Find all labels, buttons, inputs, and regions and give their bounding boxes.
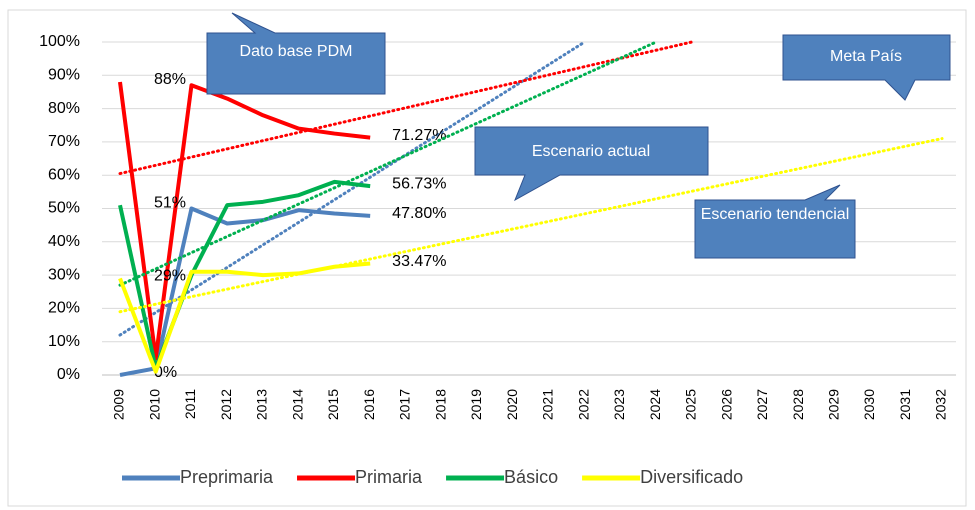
data-label: 33.47% xyxy=(392,253,446,270)
x-tick-label: 2025 xyxy=(683,389,699,420)
x-tick-label: 2013 xyxy=(254,389,270,420)
x-tick-label: 2028 xyxy=(790,389,806,420)
callout-text: Dato base PDM xyxy=(240,43,353,60)
x-tick-label: 2018 xyxy=(432,389,448,420)
data-label: 56.73% xyxy=(392,175,446,192)
y-tick-label: 0% xyxy=(57,366,80,383)
data-label: 47.80% xyxy=(392,205,446,222)
x-tick-label: 2020 xyxy=(504,389,520,420)
callout-text-box: Escenario tendencial xyxy=(700,206,850,223)
callout-shape xyxy=(206,12,386,95)
callout-text: Meta País xyxy=(830,48,902,65)
x-tick-label: 2009 xyxy=(111,389,127,420)
trendline xyxy=(118,137,944,314)
legend-label: Básico xyxy=(504,467,558,487)
data-label: 51% xyxy=(154,194,186,211)
x-tick-label: 2021 xyxy=(540,389,556,420)
x-tick-label: 2014 xyxy=(289,389,305,420)
plot-area: 0% 10% 20% 30% 40% 50% 60% 70% 80% 90% 100% 2009 201… xyxy=(39,33,957,420)
x-tick-label: 2016 xyxy=(361,389,377,420)
y-tick-label: 60% xyxy=(48,166,80,183)
callout-text: Escenario tendencial xyxy=(700,206,850,223)
x-tick-label: 2012 xyxy=(218,389,234,420)
y-tick-label: 20% xyxy=(48,300,80,317)
x-tick-label: 2019 xyxy=(468,389,484,420)
x-tick-label: 2029 xyxy=(826,389,842,420)
x-tick-label: 2022 xyxy=(575,389,591,420)
trendline xyxy=(118,40,587,337)
x-tick-label: 2015 xyxy=(325,389,341,420)
legend-label: Primaria xyxy=(355,467,423,487)
trendline xyxy=(118,40,658,287)
data-label: 0% xyxy=(154,364,177,381)
y-tick-label: 40% xyxy=(48,233,80,250)
y-tick-label: 80% xyxy=(48,100,80,117)
x-tick-label: 2032 xyxy=(933,389,949,420)
series-line xyxy=(118,261,371,374)
callout-text: Escenario actual xyxy=(532,143,650,160)
y-tick-label: 50% xyxy=(48,200,80,217)
y-tick-label: 90% xyxy=(48,67,80,84)
y-tick-label: 30% xyxy=(48,266,80,283)
x-tick-label: 2010 xyxy=(146,389,162,420)
y-tick-label: 70% xyxy=(48,133,80,150)
data-label: 71.27% xyxy=(392,127,446,144)
legend-label: Diversificado xyxy=(640,467,743,487)
data-label: 88% xyxy=(154,71,186,88)
callout-shape xyxy=(474,126,709,202)
x-tick-label: 2026 xyxy=(718,389,734,420)
x-tick-label: 2024 xyxy=(647,389,663,420)
x-tick-label: 2031 xyxy=(897,389,913,420)
x-tick-label: 2023 xyxy=(611,389,627,420)
x-tick-label: 2017 xyxy=(397,389,413,420)
legend-label: Preprimaria xyxy=(180,467,274,487)
series-line xyxy=(119,206,371,377)
y-tick-label: 100% xyxy=(39,33,80,50)
y-tick-label: 10% xyxy=(48,333,80,350)
callout-shape xyxy=(782,34,951,101)
callouts: Dato base PDM Meta País Escenario actual… xyxy=(206,12,951,259)
x-tick-label: 2027 xyxy=(754,389,770,420)
series-line xyxy=(118,81,371,361)
data-label: 29% xyxy=(154,268,186,285)
trendline xyxy=(118,40,694,176)
callout-shape xyxy=(694,184,856,259)
legend: Preprimaria Primaria Básico Diversificado xyxy=(122,467,743,487)
x-tick-label: 2030 xyxy=(861,389,877,420)
x-tick-label: 2011 xyxy=(182,389,198,419)
